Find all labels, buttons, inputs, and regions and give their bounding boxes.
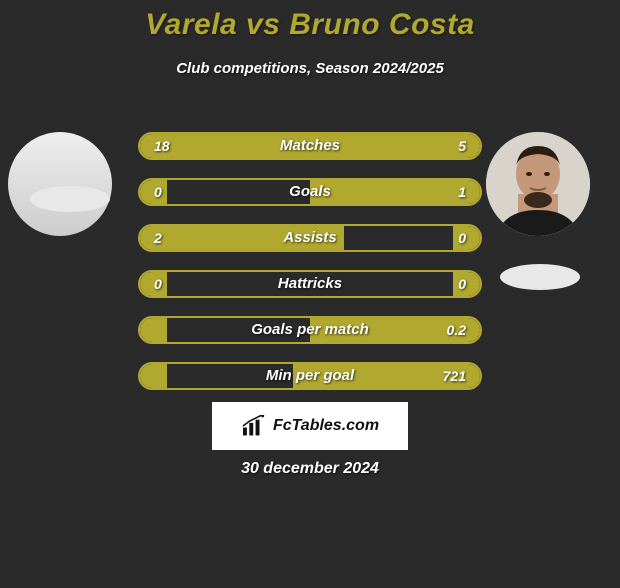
player-left-team-badge — [30, 186, 110, 212]
stat-fill-right — [453, 226, 480, 250]
brand-footer: FcTables.com — [212, 402, 408, 450]
player-right-team-badge — [500, 264, 580, 290]
comparison-bars: 185Matches 01Goals 20Assists 00Hattricks 0.2… — [138, 132, 482, 408]
brand-text: FcTables.com — [273, 417, 379, 435]
stat-fill-right — [395, 134, 480, 158]
stat-fill-left — [140, 226, 344, 250]
stat-fill-left — [140, 180, 167, 204]
player-right-avatar — [486, 132, 590, 236]
stat-fill-left — [140, 272, 167, 296]
stat-bar: 185Matches — [138, 132, 482, 160]
stat-bar: 00Hattricks — [138, 270, 482, 298]
player-left-avatar — [8, 132, 112, 236]
chart-icon — [241, 415, 267, 437]
stat-fill-right — [310, 318, 480, 342]
stat-bar: 0.2Goals per match — [138, 316, 482, 344]
stat-fill-left — [140, 318, 167, 342]
stat-fill-left — [140, 364, 167, 388]
stat-fill-right — [310, 180, 480, 204]
page-title: Varela vs Bruno Costa — [0, 8, 620, 42]
snapshot-date: 30 december 2024 — [0, 460, 620, 478]
stat-label: Hattricks — [140, 272, 480, 296]
stat-bar: 01Goals — [138, 178, 482, 206]
stat-fill-right — [293, 364, 480, 388]
stat-bar: 20Assists — [138, 224, 482, 252]
stat-bar: 721Min per goal — [138, 362, 482, 390]
stat-fill-right — [453, 272, 480, 296]
stat-fill-left — [140, 134, 395, 158]
subtitle: Club competitions, Season 2024/2025 — [0, 60, 620, 77]
